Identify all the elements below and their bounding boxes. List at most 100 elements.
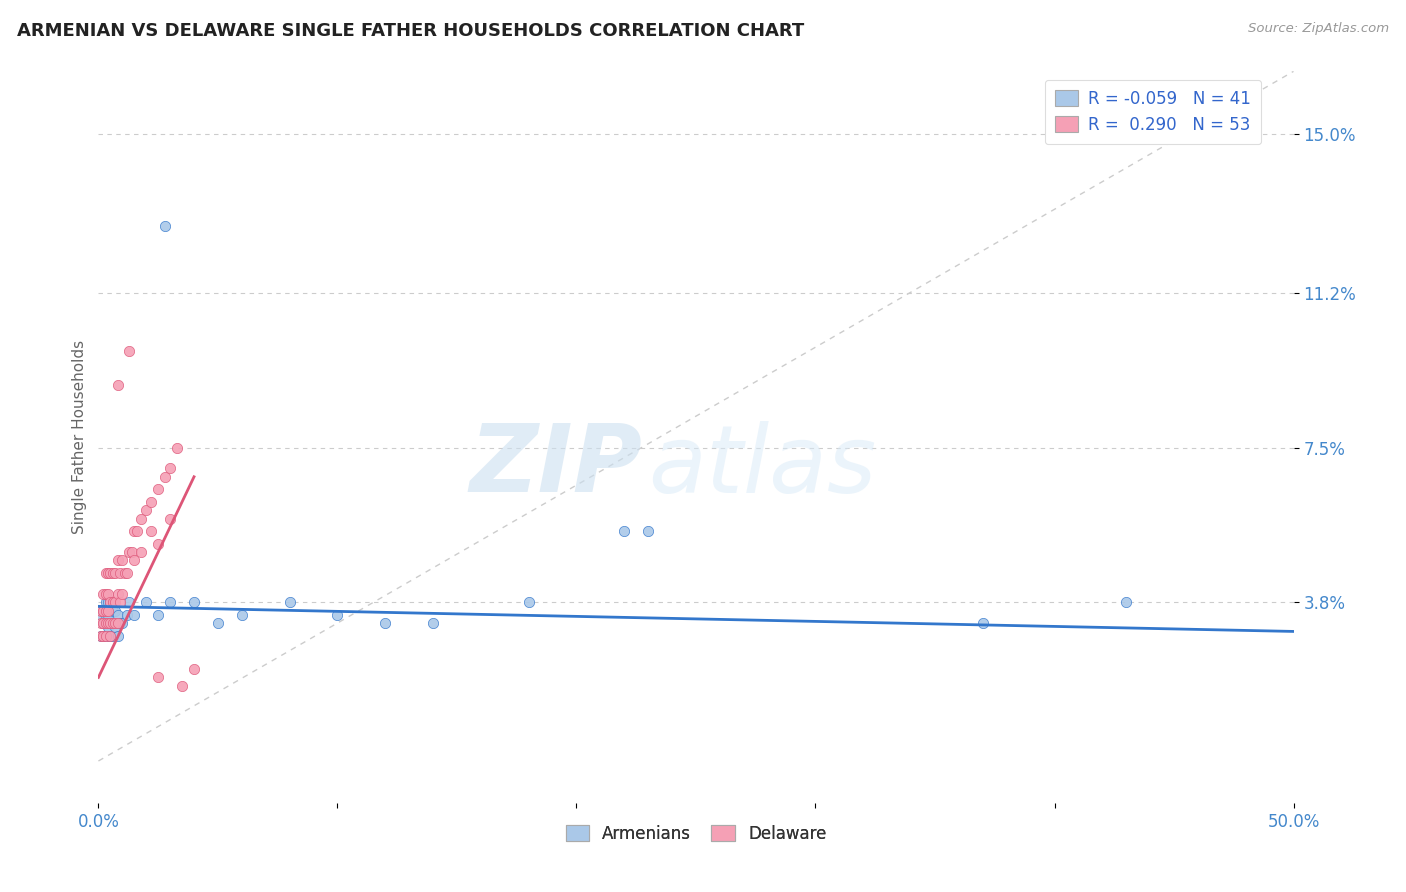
Point [115,607,138,622]
Point [124,524,146,538]
Point [114,566,136,580]
Point [94,587,117,601]
Point [94,566,117,580]
Point [148,670,170,684]
Point [231,607,253,622]
Point [91,603,114,617]
Y-axis label: Single Father Households: Single Father Households [72,340,87,534]
Point [98,595,122,609]
Point [107,587,129,601]
Point [98,629,122,643]
Point [148,536,170,550]
Point [121,545,143,559]
Point [94,595,117,609]
Point [94,607,117,622]
Point [183,662,205,676]
Point [111,587,134,601]
Point [207,616,229,631]
Point [101,616,124,631]
Point [107,629,129,643]
Point [104,603,127,617]
Point [107,616,129,631]
Point [159,461,181,475]
Point [972,616,994,631]
Point [101,566,124,580]
Point [131,545,153,559]
Point [155,219,177,233]
Legend: Armenians, Delaware: Armenians, Delaware [560,818,832,849]
Point [108,595,131,609]
Text: Source: ZipAtlas.com: Source: ZipAtlas.com [1249,22,1389,36]
Point [278,595,301,609]
Point [90,629,112,643]
Point [98,566,122,580]
Point [118,595,141,609]
Text: atlas: atlas [648,421,876,512]
Point [91,616,114,631]
Point [517,595,540,609]
Point [104,595,127,609]
Point [101,603,124,617]
Point [104,566,127,580]
Point [155,470,177,484]
Point [148,607,170,622]
Point [90,616,112,631]
Point [101,629,124,643]
Point [91,629,114,643]
Point [131,511,153,525]
Point [90,603,112,617]
Point [107,553,129,567]
Point [166,441,188,455]
Point [124,607,146,622]
Point [91,616,114,631]
Point [97,603,120,617]
Point [326,607,349,622]
Point [98,595,122,609]
Point [94,616,117,631]
Point [94,629,117,643]
Point [90,629,112,643]
Point [101,595,124,609]
Point [139,495,162,509]
Point [91,629,114,643]
Point [172,679,194,693]
Point [97,607,120,622]
Point [118,545,141,559]
Point [139,524,162,538]
Point [183,595,205,609]
Point [94,629,117,643]
Point [91,587,114,601]
Point [101,616,124,631]
Point [108,616,131,631]
Point [422,616,444,631]
Point [159,595,181,609]
Point [111,616,134,631]
Point [90,607,112,622]
Point [124,553,146,567]
Point [104,620,127,634]
Point [97,620,120,634]
Point [1115,595,1137,609]
Point [135,595,157,609]
Point [118,344,141,359]
Point [637,524,659,538]
Point [104,616,127,631]
Point [94,616,117,631]
Point [91,603,114,617]
Text: ARMENIAN VS DELAWARE SINGLE FATHER HOUSEHOLDS CORRELATION CHART: ARMENIAN VS DELAWARE SINGLE FATHER HOUSE… [17,22,804,40]
Point [98,616,122,631]
Point [97,566,120,580]
Point [107,377,129,392]
Point [374,616,396,631]
Point [115,566,138,580]
Point [97,595,120,609]
Point [97,587,120,601]
Point [97,616,120,631]
Point [613,524,636,538]
Point [148,483,170,497]
Point [94,603,117,617]
Point [159,511,181,525]
Text: ZIP: ZIP [470,420,643,512]
Point [125,524,148,538]
Point [108,566,131,580]
